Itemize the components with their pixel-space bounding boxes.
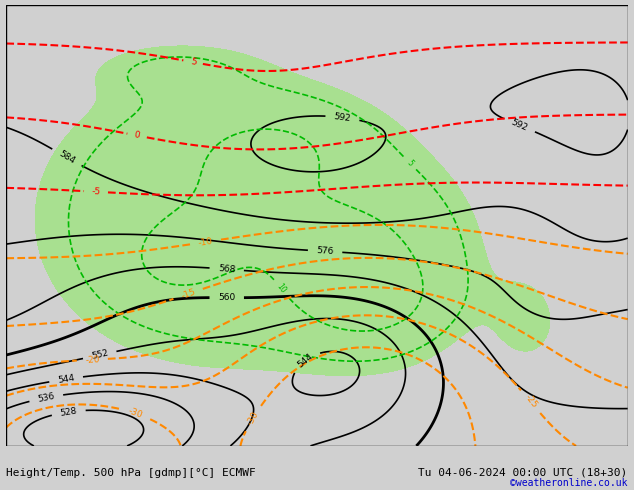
- Text: ©weatheronline.co.uk: ©weatheronline.co.uk: [510, 478, 628, 488]
- Text: 5: 5: [190, 57, 197, 67]
- Text: -5: -5: [91, 187, 101, 196]
- Text: 584: 584: [57, 149, 77, 166]
- Text: -15: -15: [179, 287, 197, 301]
- Text: 10: 10: [275, 282, 288, 295]
- Text: 568: 568: [217, 264, 236, 274]
- Text: 544: 544: [295, 352, 314, 369]
- Text: Tu 04-06-2024 00:00 UTC (18+30): Tu 04-06-2024 00:00 UTC (18+30): [418, 468, 628, 478]
- Bar: [6, 5, 628, 446]
- Text: 552: 552: [91, 349, 109, 361]
- Text: -10: -10: [198, 236, 214, 247]
- Text: Height/Temp. 500 hPa [gdmp][°C] ECMWF: Height/Temp. 500 hPa [gdmp][°C] ECMWF: [6, 468, 256, 478]
- Text: 544: 544: [57, 373, 75, 385]
- Text: 528: 528: [60, 406, 78, 417]
- Text: -20: -20: [85, 355, 100, 365]
- Text: 560: 560: [218, 293, 235, 302]
- Text: -30: -30: [245, 410, 261, 427]
- Text: 0: 0: [133, 130, 141, 141]
- Text: 592: 592: [333, 112, 352, 123]
- Text: -30: -30: [127, 407, 145, 420]
- Text: 576: 576: [316, 246, 334, 256]
- Text: 536: 536: [37, 392, 56, 404]
- Text: 592: 592: [510, 118, 529, 133]
- Text: -25: -25: [522, 393, 539, 410]
- Text: 5: 5: [404, 158, 415, 168]
